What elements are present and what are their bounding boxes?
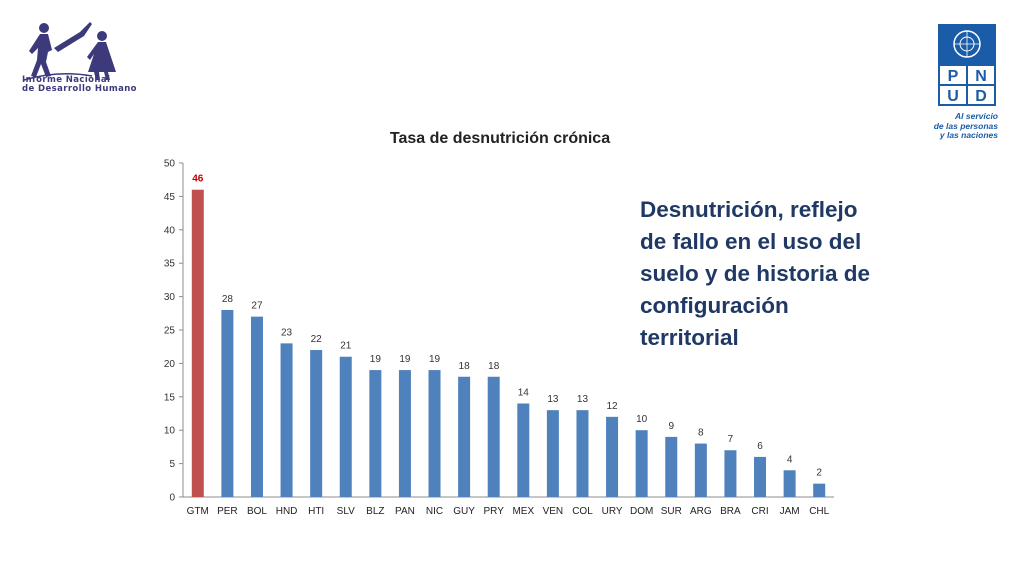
y-tick-label: 45 <box>164 192 176 203</box>
data-labels: 46 28 27 23 22 21 19 19 19 18 18 14 13 13 12 10 9 8 7 6 4 2 <box>192 174 822 479</box>
y-tick-label: 25 <box>164 326 176 337</box>
x-tick-label: HTI <box>308 506 324 517</box>
bar-blz <box>369 370 382 497</box>
x-tick-label: CHL <box>809 506 829 517</box>
indh-logo-text: Informe Nacional de Desarrollo Humano <box>22 76 137 94</box>
y-tick-label: 20 <box>164 359 176 370</box>
data-label: 19 <box>399 354 411 365</box>
data-label: 18 <box>488 361 500 372</box>
pnud-letter-d: D <box>975 88 987 105</box>
data-label: 8 <box>698 428 704 439</box>
bar-jam <box>783 470 796 497</box>
x-tick-label: CRI <box>751 506 768 517</box>
x-tick-label: BLZ <box>366 506 384 517</box>
chart-title: Tasa de desnutrición crónica <box>389 130 611 147</box>
pnud-tagline-line1: Al servicio <box>955 111 998 121</box>
pnud-logo: P N U D <box>938 24 996 106</box>
pnud-letter-u: U <box>947 88 959 105</box>
x-tick-label: URY <box>602 506 623 517</box>
y-tick-label: 40 <box>164 225 176 236</box>
y-tick-label: 10 <box>164 426 176 437</box>
x-tick-label: MEX <box>512 506 534 517</box>
x-tick-label: HND <box>276 506 298 517</box>
bar-arg <box>694 443 707 497</box>
bar-chl <box>813 483 826 497</box>
data-label: 2 <box>816 468 822 479</box>
pnud-letter-n: N <box>975 68 987 85</box>
x-tick-label: VEN <box>543 506 564 517</box>
pnud-letter-p: P <box>948 68 959 85</box>
data-label: 7 <box>728 434 734 445</box>
y-tick-label: 50 <box>164 159 176 170</box>
data-label: 12 <box>607 401 619 412</box>
bar-slv <box>339 356 352 497</box>
data-label: 13 <box>577 394 589 405</box>
bar-sur <box>665 436 678 497</box>
data-label: 9 <box>668 421 674 432</box>
data-label: 19 <box>370 354 382 365</box>
bar-hnd <box>280 343 293 497</box>
indh-logo-line1: Informe Nacional <box>22 75 111 85</box>
data-label: 21 <box>340 341 352 352</box>
x-tick-label: PAN <box>395 506 415 517</box>
data-label: 4 <box>787 454 793 465</box>
bar-gtm <box>191 189 204 497</box>
bar-bra <box>724 450 737 497</box>
x-tick-label: GUY <box>453 506 475 517</box>
bar-cri <box>754 456 767 497</box>
data-label: 10 <box>636 414 648 425</box>
x-tick-label: ARG <box>690 506 712 517</box>
bar-hti <box>310 350 323 497</box>
indh-logo-line2: de Desarrollo Humano <box>22 84 137 94</box>
bar-dom <box>635 430 648 497</box>
bar-bol <box>250 316 263 497</box>
bar-mex <box>517 403 530 497</box>
bar-col <box>576 410 589 497</box>
data-label: 19 <box>429 354 441 365</box>
data-label: 46 <box>192 174 204 185</box>
data-label: 27 <box>251 301 263 312</box>
bars <box>191 189 826 497</box>
data-label: 14 <box>518 387 530 398</box>
y-tick-label: 35 <box>164 259 176 270</box>
bar-ven <box>546 410 559 497</box>
y-tick-label: 0 <box>169 493 175 504</box>
x-tick-label: DOM <box>630 506 653 517</box>
bar-pry <box>487 376 500 497</box>
bar-ury <box>606 416 619 497</box>
y-tick-label: 5 <box>169 459 175 470</box>
bar-nic <box>428 370 441 497</box>
data-label: 13 <box>547 394 559 405</box>
x-tick-label: SLV <box>337 506 355 517</box>
x-tick-label: GTM <box>187 506 209 517</box>
data-label: 6 <box>757 441 763 452</box>
data-label: 28 <box>222 294 234 305</box>
x-tick-label: COL <box>572 506 593 517</box>
x-tick-label: JAM <box>780 506 800 517</box>
indh-logo <box>23 22 116 81</box>
data-label: 22 <box>311 334 323 345</box>
data-label: 18 <box>459 361 471 372</box>
x-tick-label: BOL <box>247 506 267 517</box>
y-ticks: 0 5 10 15 20 25 30 35 40 45 50 <box>164 159 183 504</box>
x-tick-label: NIC <box>426 506 443 517</box>
data-label: 23 <box>281 327 293 338</box>
pnud-tagline: Al servicio de las personas y las nacion… <box>924 111 998 141</box>
side-message: Desnutrición, reflejo de fallo en el uso… <box>640 197 871 350</box>
x-tick-label: SUR <box>661 506 682 517</box>
x-tick-label: PRY <box>484 506 505 517</box>
pnud-tagline-line2: de las personas <box>933 120 998 131</box>
pnud-tagline-line3: y las naciones <box>939 130 998 140</box>
y-tick-label: 15 <box>164 392 176 403</box>
x-tick-label: PER <box>217 506 238 517</box>
y-tick-label: 30 <box>164 292 176 303</box>
bar-guy <box>458 376 471 497</box>
x-tick-labels: GTM PER BOL HND HTI SLV BLZ PAN NIC GUY PRY MEX VEN C… <box>187 506 830 517</box>
x-tick-label: BRA <box>720 506 741 517</box>
bar-pan <box>398 370 411 497</box>
bar-per <box>221 309 234 497</box>
